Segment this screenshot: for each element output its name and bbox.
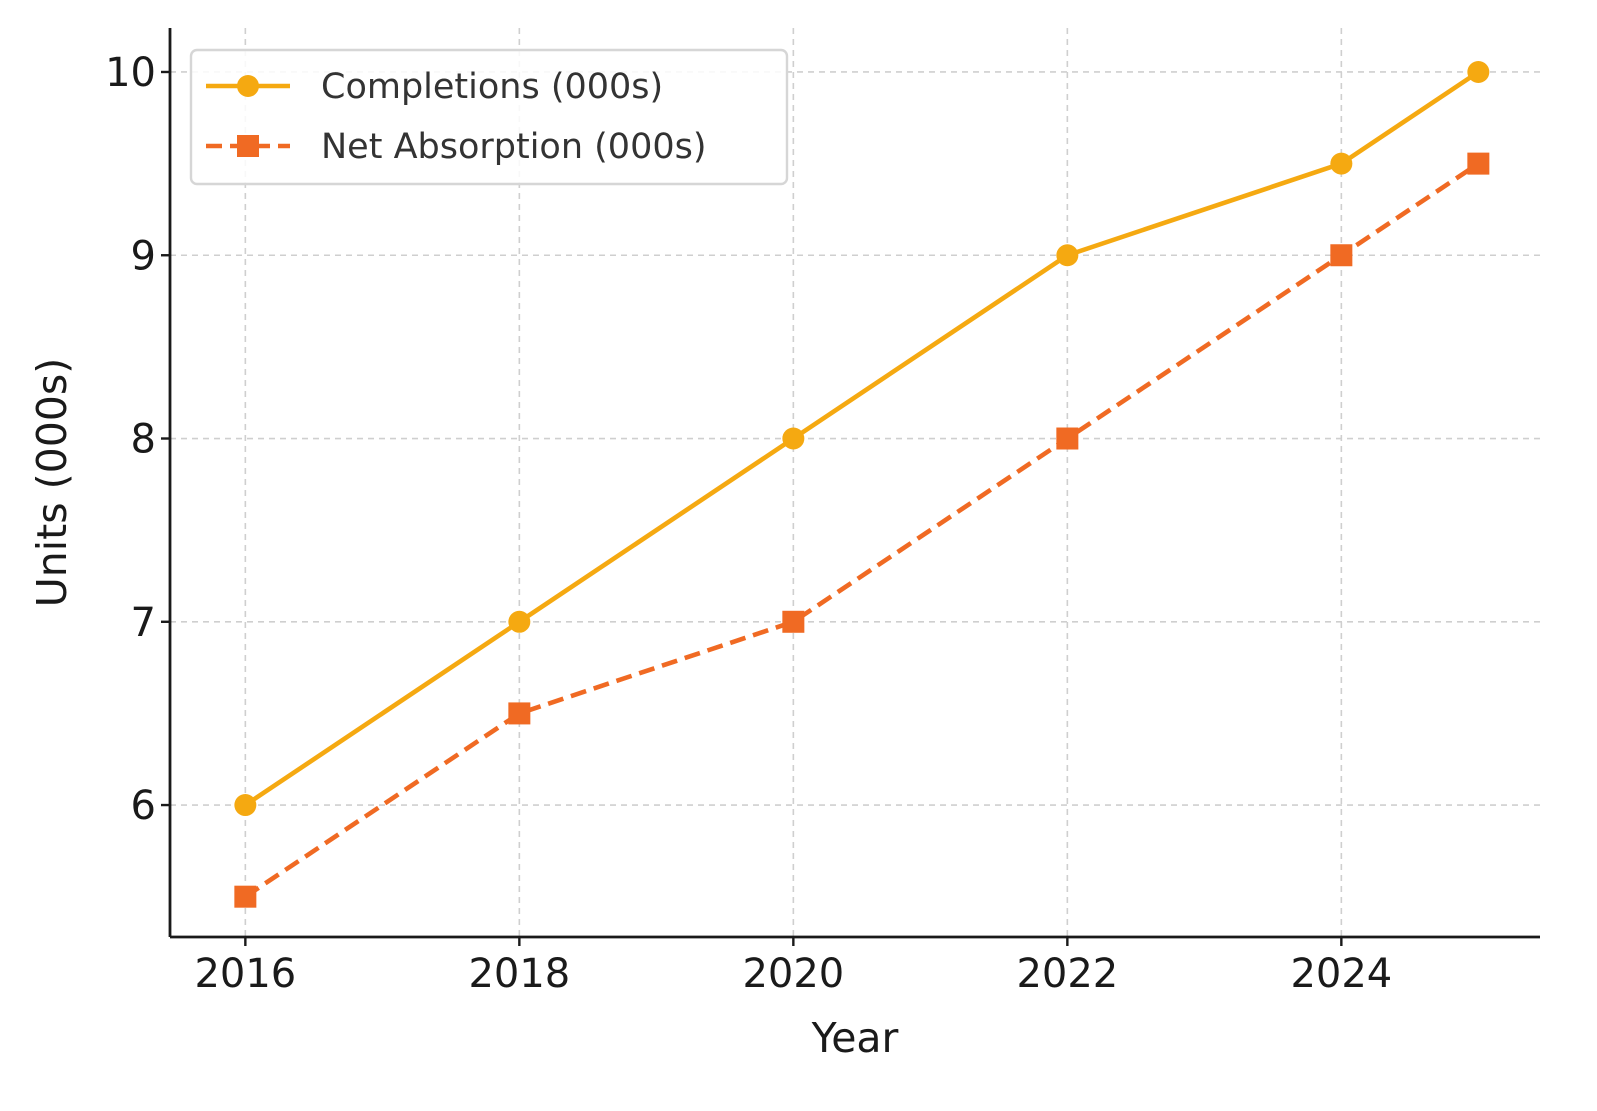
legend-box [189, 48, 789, 186]
x-tick-label: 2020 [742, 951, 844, 997]
x-tick-label: 2016 [194, 951, 296, 997]
y-tick-label: 6 [131, 783, 156, 829]
data-point-0 [782, 427, 805, 450]
axes [168, 28, 1540, 939]
data-point-0 [234, 794, 257, 817]
legend-marker-0 [237, 75, 259, 97]
legend-marker-1 [237, 135, 259, 157]
x-tick-label: 2022 [1016, 951, 1118, 997]
legend-label-0: Completions (000s) [321, 67, 663, 107]
x-tick-label: 2024 [1290, 951, 1392, 997]
data-point-0 [1467, 60, 1490, 83]
y-ticks: 6 7 8 9 10 [105, 50, 170, 829]
data-point-0 [508, 610, 531, 633]
y-tick-label: 10 [105, 50, 156, 96]
grid-lines [170, 28, 1540, 937]
data-point-1 [1056, 427, 1079, 450]
legend-label-1: Net Absorption (000s) [321, 127, 707, 167]
x-ticks: 2016 2018 2020 2022 2024 [194, 937, 1392, 997]
data-point-1 [1467, 152, 1490, 175]
y-tick-label: 7 [131, 600, 156, 646]
y-tick-label: 8 [131, 417, 156, 463]
y-tick-label: 9 [131, 233, 156, 279]
series-line-0 [244, 70, 1480, 807]
data-point-0 [1330, 152, 1353, 175]
data-point-1 [782, 610, 805, 633]
y-axis-title: Units (000s) [28, 358, 76, 607]
data-point-1 [1330, 244, 1353, 267]
x-tick-label: 2018 [468, 951, 570, 997]
series-line-1 [244, 161, 1480, 899]
data-point-0 [1056, 244, 1079, 267]
x-axis-title: Year [811, 1014, 899, 1062]
data-point-1 [234, 885, 257, 908]
series-layer [234, 60, 1490, 908]
data-point-1 [508, 702, 531, 725]
legend: Completions (000s) Net Absorption (000s) [189, 48, 789, 186]
